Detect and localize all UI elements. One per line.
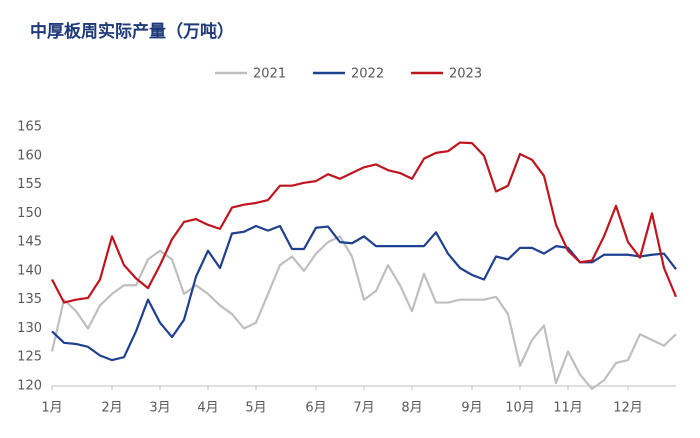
x-tick-label: 9月 [461, 401, 482, 416]
y-tick-label: 125 [17, 350, 42, 365]
y-tick-label: 130 [17, 321, 42, 336]
x-tick-label: 1月 [41, 401, 62, 416]
x-tick-label: 8月 [401, 401, 422, 416]
y-tick-label: 150 [17, 206, 42, 221]
x-tick-label: 6月 [305, 401, 326, 416]
y-tick-label: 120 [17, 379, 42, 394]
y-tick-label: 160 [17, 148, 42, 163]
chart-title: 中厚板周实际产量（万吨） [30, 21, 234, 42]
x-tick-label: 10月 [505, 401, 535, 416]
x-tick-label: 3月 [149, 401, 170, 416]
legend-label: 2022 [351, 67, 384, 82]
y-tick-label: 145 [17, 235, 42, 250]
series-line [51, 141, 678, 304]
series-line [50, 235, 677, 390]
series-line [51, 224, 677, 362]
x-tick-label: 11月 [553, 401, 583, 416]
y-tick-label: 140 [17, 263, 42, 278]
y-tick-label: 155 [17, 177, 42, 192]
legend-label: 2023 [449, 67, 482, 82]
y-tick-label: 135 [17, 292, 42, 307]
x-tick-label: 12月 [613, 401, 643, 416]
x-tick-label: 2月 [101, 401, 122, 416]
legend-label: 2021 [253, 67, 286, 82]
x-tick-label: 5月 [245, 401, 266, 416]
y-tick-label: 165 [17, 120, 42, 135]
x-tick-label: 7月 [353, 401, 374, 416]
x-tick-label: 4月 [197, 401, 218, 416]
